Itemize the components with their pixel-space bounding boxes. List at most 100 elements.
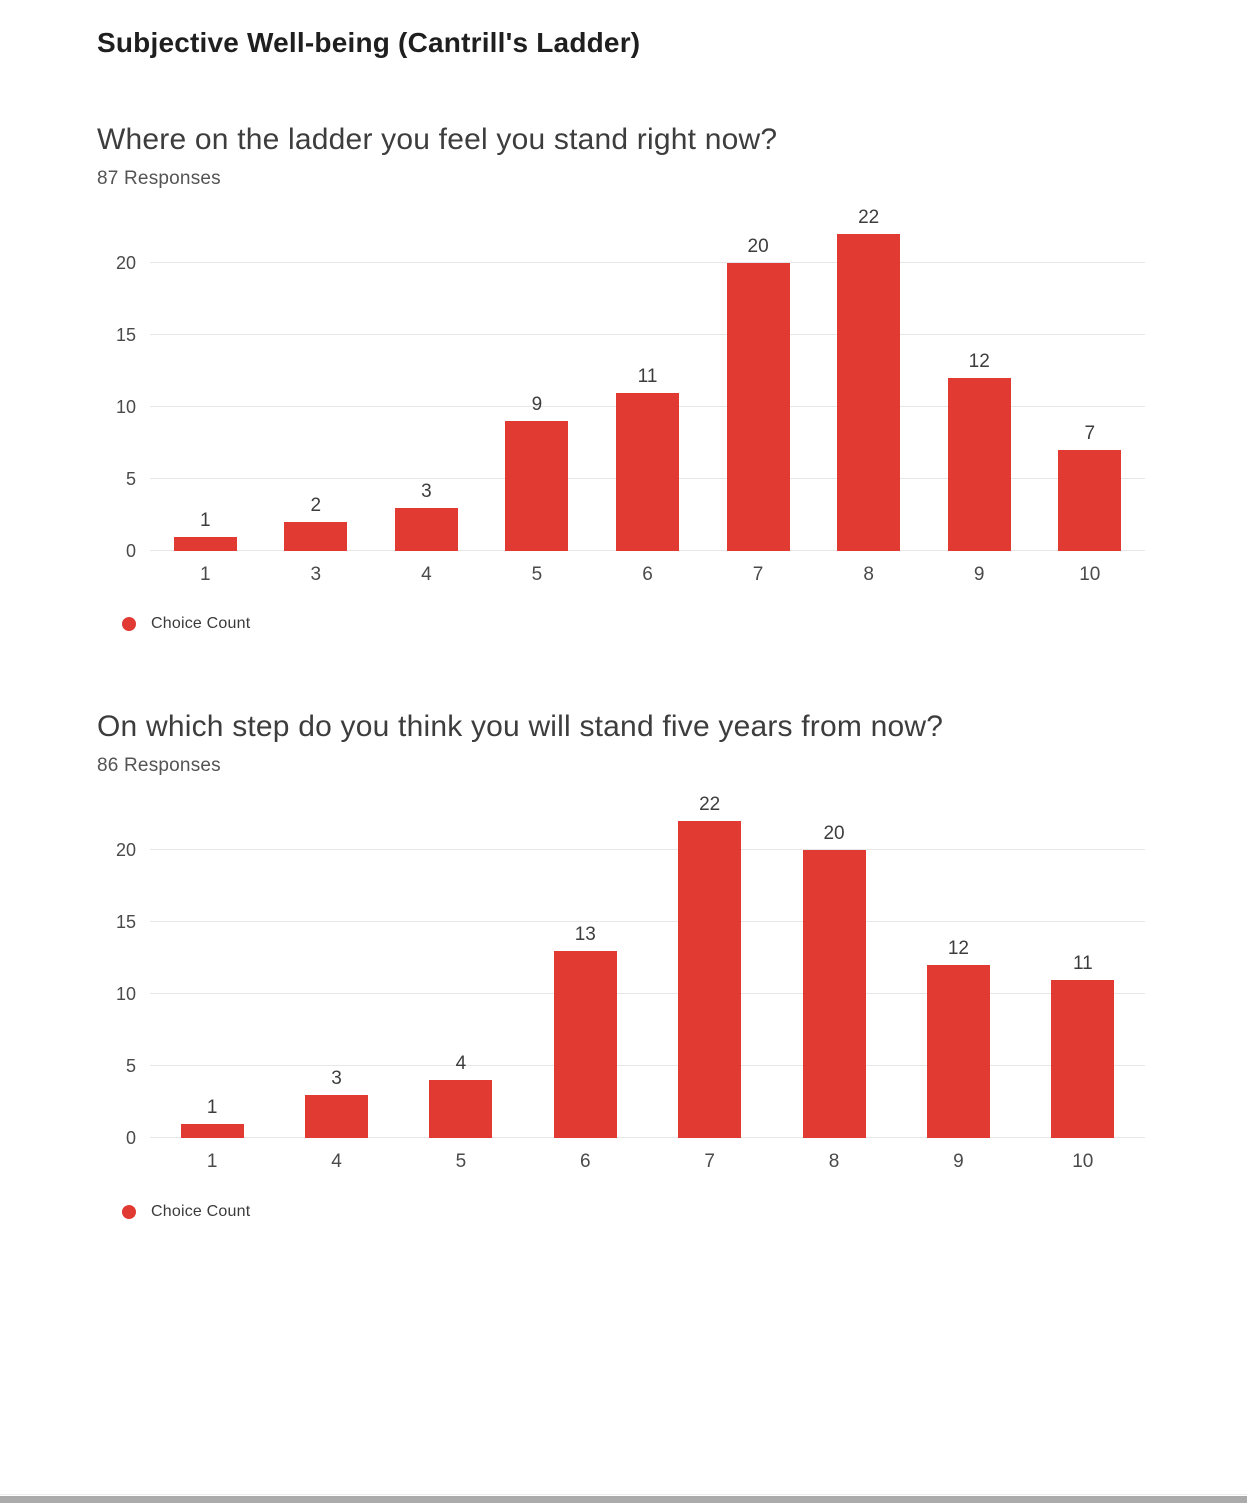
question-2-title: On which step do you think you will stan… <box>97 710 944 743</box>
x-axis-category-label-4: 4 <box>331 1151 342 1172</box>
y-axis-tick-label-20: 20 <box>115 253 136 273</box>
bar-4 <box>394 508 458 551</box>
bar-value-label: 11 <box>637 366 658 387</box>
bar-3 <box>284 522 348 551</box>
y-axis-tick-label-10: 10 <box>115 984 136 1004</box>
y-axis-tick-label-5: 5 <box>125 469 136 489</box>
x-axis-category-label-1: 1 <box>206 1151 218 1172</box>
bar-5 <box>505 421 569 551</box>
x-axis-category-label-3: 3 <box>310 564 322 585</box>
bar-9 <box>947 378 1011 551</box>
bar-slot-3: 2 <box>261 191 372 551</box>
bar-5 <box>429 1080 493 1138</box>
x-axis-category-label-6: 6 <box>642 564 653 585</box>
bar-6 <box>616 393 680 551</box>
bar-9 <box>926 965 990 1138</box>
question-1-response-count: 87 Responses <box>97 168 221 189</box>
question-2-response-count: 86 Responses <box>97 755 221 776</box>
bar-value-label: 22 <box>858 207 880 228</box>
gridline-20 <box>150 849 1145 850</box>
x-axis-category-label-9: 9 <box>973 564 985 585</box>
y-axis-tick-label-5: 5 <box>125 1056 136 1076</box>
x-axis-category-label-6: 6 <box>580 1151 591 1172</box>
bar-value-label: 4 <box>455 1053 467 1074</box>
horizontal-scrollbar[interactable] <box>0 1496 1247 1503</box>
bar-slot-1: 1 <box>150 191 261 551</box>
chart-2-bars: 1 3 4 13 22 20 12 11 <box>150 778 1145 1138</box>
x-axis-category-label-4: 4 <box>421 564 432 585</box>
bar-slot-9: 12 <box>896 778 1020 1138</box>
bar-slot-5: 9 <box>482 191 593 551</box>
gridline-15 <box>150 334 1145 335</box>
bar-value-label: 20 <box>823 823 845 844</box>
bar-slot-1: 1 <box>150 778 274 1138</box>
bar-8 <box>837 234 901 551</box>
legend-label: Choice Count <box>151 1203 251 1220</box>
chart-2-plot: 0 5 10 15 20 1 3 4 13 22 20 12 11 1 4 5 6 7 8 9 10 <box>116 778 1145 1172</box>
legend-label: Choice Count <box>151 615 251 632</box>
gridline-10 <box>150 993 1145 994</box>
bar-value-label: 13 <box>574 924 596 945</box>
bar-value-label: 1 <box>199 510 211 531</box>
x-axis-category-label-7: 7 <box>752 564 764 585</box>
bar-slot-4: 3 <box>274 778 398 1138</box>
bar-slot-8: 20 <box>772 778 896 1138</box>
x-axis-category-label-5: 5 <box>531 564 543 585</box>
chart-1-legend: Choice Count <box>122 615 250 633</box>
chart-1-x-axis-labels: 1 3 4 5 6 7 8 9 10 <box>150 564 1145 586</box>
bar-8 <box>802 850 866 1138</box>
bar-slot-7: 22 <box>648 778 772 1138</box>
x-axis-category-label-8: 8 <box>828 1151 840 1172</box>
x-axis-category-label-1: 1 <box>199 564 211 585</box>
gridline-20 <box>150 262 1145 263</box>
bar-4 <box>305 1095 369 1138</box>
bar-value-label: 22 <box>699 794 721 815</box>
bar-value-label: 1 <box>206 1097 218 1118</box>
y-axis-tick-label-15: 15 <box>115 325 136 345</box>
page-bottom-divider <box>0 1494 1247 1495</box>
bar-value-label: 3 <box>331 1068 342 1089</box>
bar-slot-7: 20 <box>703 191 814 551</box>
gridline-15 <box>150 921 1145 922</box>
y-axis-tick-label-0: 0 <box>125 541 136 561</box>
bar-slot-6: 11 <box>592 191 703 551</box>
bar-1 <box>180 1124 244 1138</box>
chart-1-bars: 1 2 3 9 11 20 22 12 7 <box>150 191 1145 551</box>
chart-1-plot: 0 5 10 15 20 1 2 3 9 11 20 22 12 7 1 3 4 5 6 7 8 9 10 <box>116 191 1145 585</box>
x-axis-category-label-8: 8 <box>863 564 874 585</box>
bar-value-label: 3 <box>421 481 432 502</box>
bar-slot-10: 7 <box>1035 191 1146 551</box>
x-axis-category-label-10: 10 <box>1072 1151 1094 1172</box>
chart-2-legend: Choice Count <box>122 1203 250 1221</box>
gridline-5 <box>150 1065 1145 1066</box>
bar-value-label: 7 <box>1084 423 1096 444</box>
gridline-0 <box>150 1137 1145 1138</box>
bar-10 <box>1051 980 1115 1138</box>
y-axis-tick-label-0: 0 <box>125 1128 136 1148</box>
bar-slot-5: 4 <box>399 778 523 1138</box>
chart-2-gridlines: 0 5 10 15 20 <box>116 778 1145 1148</box>
choice-count-legend-dot-icon <box>122 1205 136 1219</box>
choice-count-legend-dot-icon <box>122 617 136 631</box>
bar-slot-8: 22 <box>813 191 924 551</box>
bar-slot-6: 13 <box>523 778 647 1138</box>
x-axis-category-label-9: 9 <box>953 1151 964 1172</box>
bar-7 <box>726 263 790 551</box>
bar-slot-4: 3 <box>371 191 482 551</box>
question-1-title: Where on the ladder you feel you stand r… <box>97 123 778 156</box>
y-axis-tick-label-10: 10 <box>115 397 136 417</box>
x-axis-category-label-5: 5 <box>455 1151 467 1172</box>
bar-value-label: 12 <box>968 351 990 372</box>
bar-value-label: 20 <box>747 236 769 257</box>
bar-value-label: 9 <box>531 394 543 415</box>
bar-slot-10: 11 <box>1021 778 1145 1138</box>
y-axis-tick-label-20: 20 <box>115 840 136 860</box>
bar-value-label: 2 <box>310 495 322 516</box>
chart-2-x-axis-labels: 1 4 5 6 7 8 9 10 <box>150 1151 1145 1173</box>
bar-value-label: 12 <box>947 938 969 959</box>
bar-6 <box>553 951 617 1138</box>
bar-10 <box>1058 450 1122 551</box>
bar-7 <box>678 821 742 1138</box>
y-axis-tick-label-15: 15 <box>115 912 136 932</box>
